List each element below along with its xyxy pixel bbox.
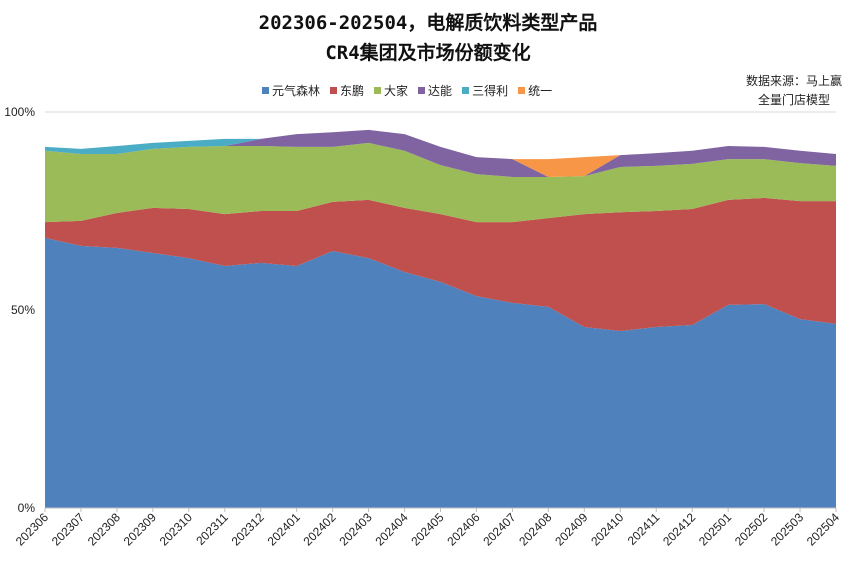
legend-item: 三得利: [462, 82, 508, 99]
y-tick-label: 50%: [11, 303, 35, 317]
x-tick-label: 202401: [265, 510, 303, 548]
legend-label: 东鹏: [340, 84, 365, 98]
legend-swatch: [518, 87, 526, 94]
legend-swatch: [330, 87, 338, 94]
legend-label: 元气森林: [272, 84, 321, 98]
legend-item: 达能: [418, 82, 452, 99]
legend-item: 统一: [518, 82, 552, 99]
x-tick-label: 202306: [13, 510, 51, 548]
x-tick-label: 202307: [49, 510, 87, 548]
area-series-4: [45, 129, 836, 177]
x-tick-label: 202312: [229, 510, 267, 548]
x-tick-label: 202308: [85, 510, 123, 548]
legend-item: 大家: [374, 82, 408, 99]
legend-label: 大家: [384, 84, 409, 98]
source-line2: 全量门店模型: [757, 93, 830, 107]
x-tick-label: 202408: [516, 510, 554, 548]
legend: 元气森林 东鹏 大家 达能 三得利 统一: [262, 82, 552, 99]
x-tick-label: 202405: [408, 510, 446, 548]
legend-label: 统一: [528, 84, 553, 98]
x-tick-label: 202411: [625, 510, 663, 548]
x-tick-label: 202404: [372, 510, 410, 548]
source-line1: 数据来源：马上赢: [745, 74, 842, 88]
area-series-2: [45, 142, 836, 223]
x-tick-label: 202502: [732, 510, 770, 548]
x-tick-label: 202501: [696, 510, 734, 548]
legend-label: 三得利: [472, 84, 509, 98]
area-series-0: [45, 237, 836, 509]
x-tick-label: 202310: [157, 510, 195, 548]
chart-title-line1: 202306-202504，电解质饮料类型产品: [258, 12, 598, 34]
x-tick-label: 202311: [193, 510, 231, 548]
source-note: 数据来源：马上赢 全量门店模型: [746, 72, 842, 110]
x-tick-label: 202403: [336, 510, 374, 548]
legend-swatch: [418, 87, 426, 94]
x-tick-label: 202407: [480, 510, 518, 548]
legend-swatch: [374, 87, 382, 94]
legend-item: 东鹏: [330, 82, 364, 99]
area-series-3: [45, 129, 836, 177]
x-tick-label: 202504: [804, 510, 842, 548]
x-tick-label: 202402: [301, 510, 339, 548]
x-tick-label: 202309: [121, 510, 159, 548]
y-tick-label: 100%: [4, 105, 35, 119]
legend-label: 达能: [428, 84, 453, 98]
x-tick-label: 202503: [768, 510, 806, 548]
area-series-1: [45, 197, 836, 331]
chart-title-line2: CR4集团及市场份额变化: [325, 42, 531, 64]
x-tick-label: 202412: [660, 510, 698, 548]
x-tick-label: 202410: [588, 510, 626, 548]
y-tick-label: 0%: [18, 501, 36, 515]
x-tick-label: 202409: [552, 510, 590, 548]
x-tick-label: 202406: [444, 510, 482, 548]
legend-swatch: [262, 87, 269, 94]
legend-swatch: [462, 87, 470, 94]
legend-item: 元气森林: [262, 82, 320, 99]
